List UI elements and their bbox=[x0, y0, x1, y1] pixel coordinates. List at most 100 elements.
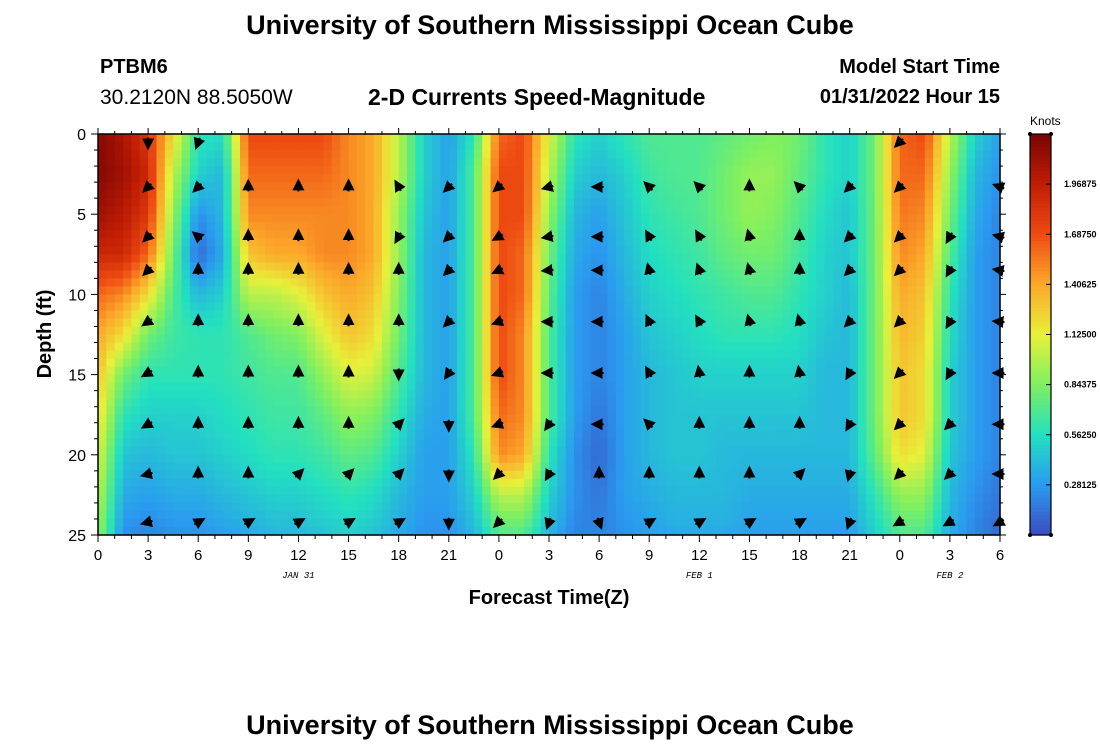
heatmap-cell bbox=[690, 350, 700, 360]
heatmap-cell bbox=[615, 494, 625, 504]
heatmap-cell bbox=[457, 350, 467, 360]
heatmap-cell bbox=[523, 350, 533, 360]
heatmap-cell bbox=[799, 262, 809, 271]
heatmap-cell bbox=[323, 470, 333, 480]
heatmap-cell bbox=[557, 470, 567, 480]
heatmap-cell bbox=[949, 150, 959, 159]
heatmap-cell bbox=[974, 350, 984, 360]
heatmap-cell bbox=[223, 406, 233, 416]
heatmap-cell bbox=[832, 174, 842, 183]
heatmap-cell bbox=[941, 446, 951, 456]
heatmap-cell bbox=[632, 222, 642, 231]
heatmap-cell bbox=[665, 270, 675, 279]
heatmap-cell bbox=[841, 166, 851, 175]
heatmap-cell bbox=[515, 398, 525, 408]
heatmap-cell bbox=[465, 454, 475, 464]
heatmap-cell bbox=[933, 470, 943, 480]
heatmap-cell bbox=[490, 358, 500, 368]
heatmap-cell bbox=[198, 486, 208, 496]
heatmap-cell bbox=[565, 286, 575, 295]
heatmap-cell bbox=[607, 310, 617, 320]
heatmap-cell bbox=[749, 334, 759, 344]
heatmap-cell bbox=[799, 350, 809, 360]
heatmap-cell bbox=[498, 310, 508, 320]
heatmap-cell bbox=[665, 254, 675, 263]
heatmap-cell bbox=[891, 462, 901, 472]
heatmap-cell bbox=[874, 478, 884, 488]
heatmap-cell bbox=[523, 222, 533, 231]
heatmap-cell bbox=[239, 166, 249, 175]
heatmap-cell bbox=[574, 254, 584, 263]
heatmap-cell bbox=[515, 198, 525, 207]
heatmap-cell bbox=[908, 326, 918, 336]
heatmap-cell bbox=[248, 406, 258, 416]
heatmap-cell bbox=[716, 142, 725, 151]
heatmap-cell bbox=[290, 302, 300, 312]
heatmap-cell bbox=[256, 398, 266, 408]
heatmap-cell bbox=[799, 246, 809, 255]
heatmap-cell bbox=[281, 222, 291, 231]
heatmap-cell bbox=[849, 382, 859, 392]
heatmap-cell bbox=[933, 158, 943, 167]
heatmap-cell bbox=[958, 270, 968, 279]
heatmap-cell bbox=[123, 358, 133, 368]
heatmap-cell bbox=[273, 262, 283, 271]
heatmap-cell bbox=[290, 438, 300, 448]
heatmap-cell bbox=[131, 350, 141, 360]
heatmap-cell bbox=[473, 334, 483, 344]
heatmap-cell bbox=[415, 494, 425, 504]
heatmap-cell bbox=[849, 174, 859, 183]
heatmap-cell bbox=[373, 254, 383, 263]
heatmap-cell bbox=[457, 182, 467, 191]
heatmap-cell bbox=[983, 302, 993, 312]
heatmap-cell bbox=[816, 390, 826, 400]
heatmap-cell bbox=[749, 382, 759, 392]
heatmap-cell bbox=[983, 374, 993, 384]
heatmap-cell bbox=[231, 302, 241, 312]
heatmap-cell bbox=[398, 166, 408, 175]
heatmap-cell bbox=[799, 270, 809, 279]
heatmap-cell bbox=[974, 238, 984, 247]
heatmap-cell bbox=[766, 190, 776, 199]
heatmap-cell bbox=[766, 158, 776, 167]
heatmap-cell bbox=[933, 406, 943, 416]
heatmap-cell bbox=[782, 382, 792, 392]
heatmap-cell bbox=[214, 390, 224, 400]
heatmap-cell bbox=[565, 462, 575, 472]
heatmap-cell bbox=[983, 286, 993, 295]
heatmap-cell bbox=[549, 486, 558, 496]
heatmap-cell bbox=[599, 190, 609, 199]
heatmap-cell bbox=[774, 334, 784, 344]
heatmap-cell bbox=[482, 342, 492, 352]
heatmap-cell bbox=[540, 462, 550, 472]
heatmap-cell bbox=[682, 350, 692, 360]
heatmap-cell bbox=[924, 158, 934, 167]
heatmap-cell bbox=[290, 166, 300, 175]
heatmap-cell bbox=[540, 190, 550, 199]
heatmap-cell bbox=[916, 334, 926, 344]
heatmap-cell bbox=[757, 454, 767, 464]
heatmap-cell bbox=[958, 406, 968, 416]
heatmap-cell bbox=[373, 134, 383, 143]
heatmap-cell bbox=[590, 406, 600, 416]
heatmap-cell bbox=[565, 166, 575, 175]
heatmap-cell bbox=[148, 430, 158, 440]
heatmap-cell bbox=[465, 206, 475, 215]
heatmap-cell bbox=[139, 494, 149, 504]
heatmap-cell bbox=[331, 254, 341, 263]
heatmap-cell bbox=[816, 238, 826, 247]
heatmap-cell bbox=[716, 182, 725, 191]
heatmap-cell bbox=[590, 134, 600, 143]
heatmap-cell bbox=[223, 302, 233, 312]
heatmap-cell bbox=[198, 502, 208, 512]
heatmap-cell bbox=[407, 446, 416, 456]
heatmap-cell bbox=[440, 214, 450, 223]
heatmap-cell bbox=[465, 462, 475, 472]
heatmap-cell bbox=[390, 438, 400, 448]
heatmap-cell bbox=[766, 390, 776, 400]
heatmap-cell bbox=[565, 374, 575, 384]
heatmap-cell bbox=[223, 174, 233, 183]
heatmap-cell bbox=[265, 366, 274, 376]
heatmap-cell bbox=[298, 318, 308, 328]
heatmap-cell bbox=[849, 198, 859, 207]
